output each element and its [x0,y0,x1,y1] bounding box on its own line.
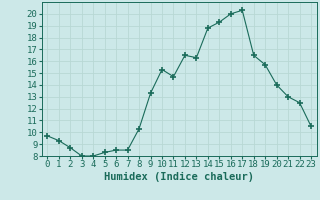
X-axis label: Humidex (Indice chaleur): Humidex (Indice chaleur) [104,172,254,182]
